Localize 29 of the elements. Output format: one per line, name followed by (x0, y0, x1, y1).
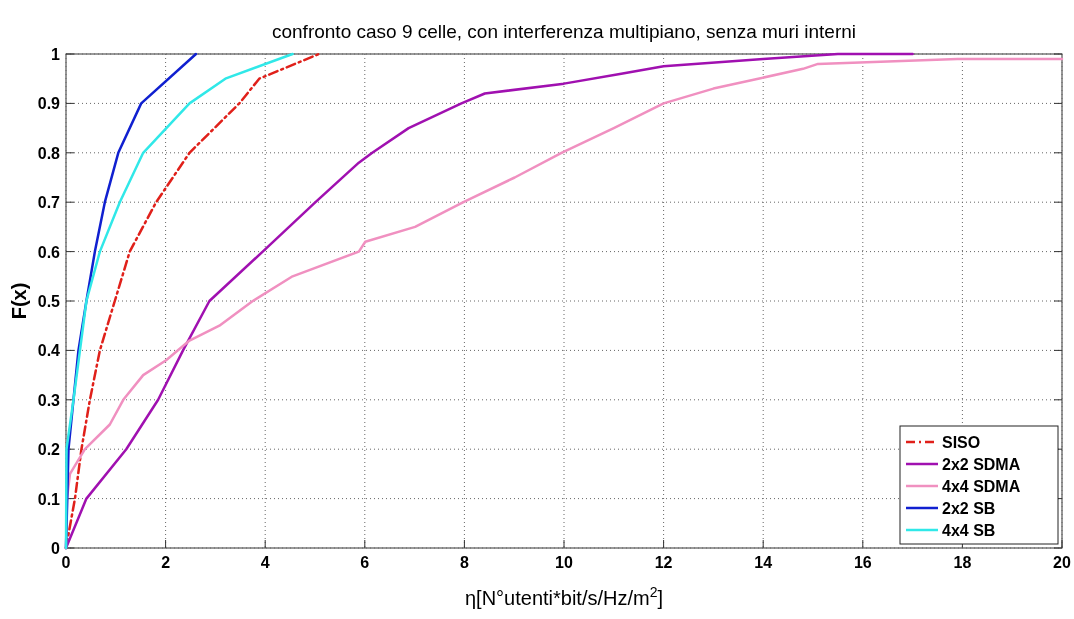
x-tick-label: 18 (953, 554, 972, 571)
chart-title: confronto caso 9 celle, con interferenza multipiano, senza muri interni (271, 21, 857, 42)
y-tick-label: 0.2 (37, 441, 61, 459)
x-tick-label: 8 (459, 554, 469, 571)
y-tick-label: 0 (51, 540, 61, 557)
y-tick-label: 0.7 (37, 194, 61, 212)
x-axis-title: η[N°utenti*bit/s/Hz/m$^{2}$] (464, 584, 664, 609)
y-tick-label: 0.8 (37, 144, 61, 162)
y-axis-title: F(x) (8, 282, 30, 320)
y-tick-label: 0.1 (37, 490, 61, 508)
legend-label: SISO (942, 434, 981, 451)
legend-label: 4x4 SB (942, 522, 996, 539)
y-tick-label: 0.5 (37, 293, 61, 310)
y-tick-label: 0.4 (37, 342, 61, 360)
legend-label: 4x4 SDMA (942, 478, 1021, 495)
y-tick-label: 0.9 (37, 95, 61, 113)
x-tick-label: 12 (654, 554, 673, 571)
y-tick-label: 0.3 (37, 391, 61, 409)
x-tick-label: 10 (555, 554, 573, 571)
x-tick-label: 6 (360, 554, 370, 571)
x-tick-label: 16 (853, 554, 872, 571)
legend-label: 2x2 SB (942, 500, 996, 517)
y-tick-label: 0.6 (37, 243, 61, 261)
legend-label: 2x2 SDMA (942, 456, 1021, 473)
x-tick-label: 2 (161, 554, 171, 571)
x-tick-label: 4 (260, 554, 270, 571)
y-tick-label: 1 (51, 46, 61, 63)
x-tick-label: 20 (1053, 554, 1071, 571)
x-tick-label: 14 (754, 554, 773, 571)
